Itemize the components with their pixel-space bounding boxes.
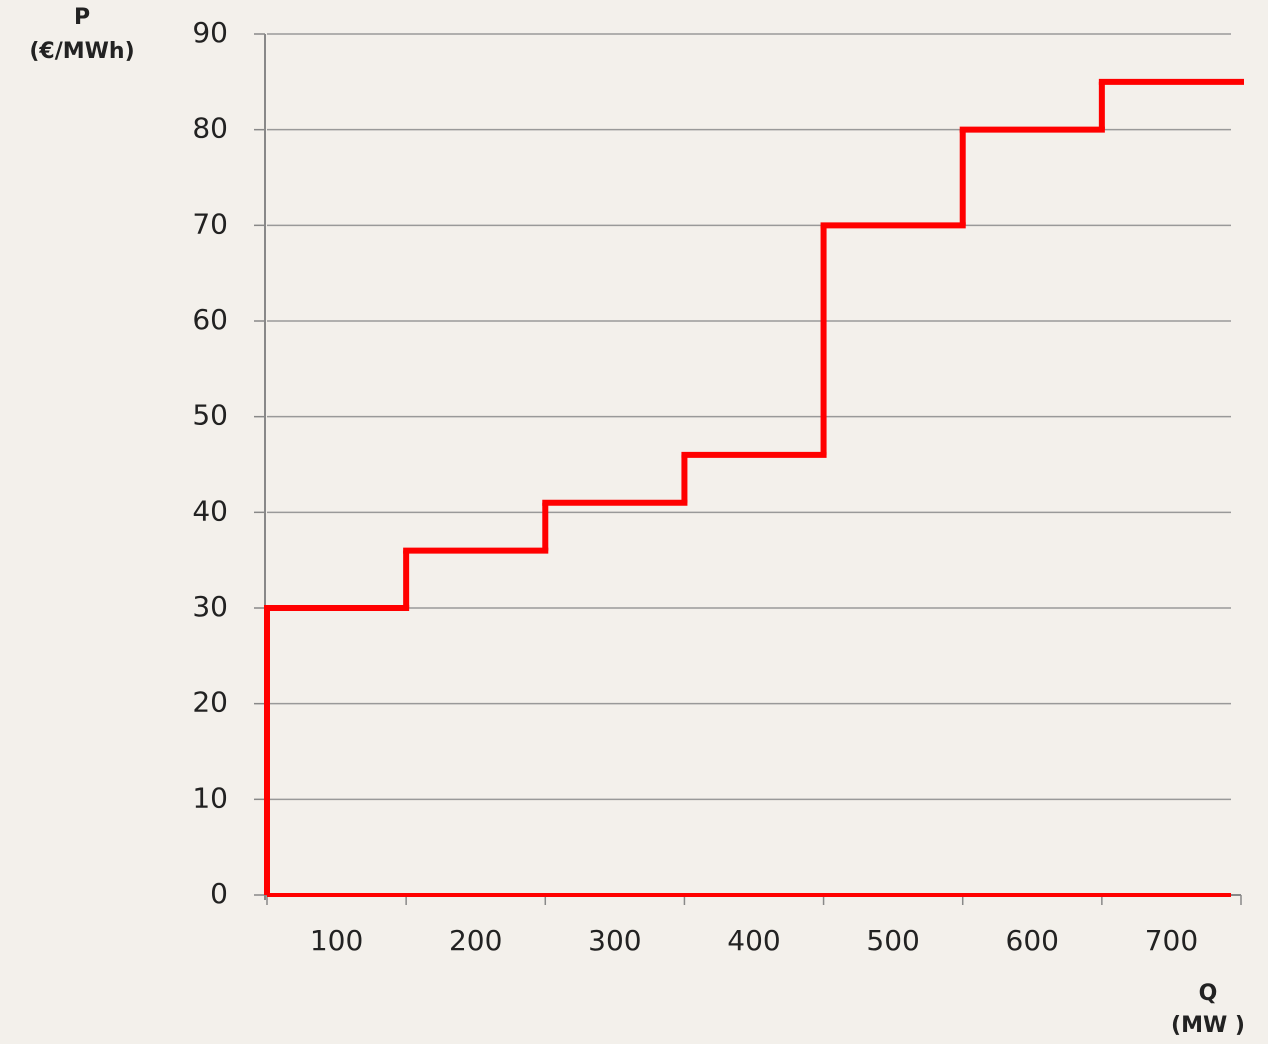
y-tick-label: 20	[192, 686, 228, 719]
y-axis-label: (€/MWh)	[29, 39, 134, 64]
y-tick-label: 0	[210, 877, 228, 910]
x-tick-label: 700	[1145, 924, 1198, 957]
x-tick-label: 600	[1006, 924, 1059, 957]
y-tick-label: 70	[192, 207, 228, 240]
y-axis-label: P	[74, 5, 90, 30]
x-axis-label: Q	[1199, 981, 1218, 1006]
y-tick-label: 10	[192, 781, 228, 814]
y-tick-label: 60	[192, 303, 228, 336]
y-tick-label: 50	[192, 399, 228, 432]
y-tick-label: 80	[192, 112, 228, 145]
y-tick-label: 30	[192, 590, 228, 623]
x-tick-label: 200	[449, 924, 502, 957]
y-tick-label: 40	[192, 494, 228, 527]
x-tick-label: 100	[310, 924, 363, 957]
x-tick-label: 300	[588, 924, 641, 957]
x-tick-label: 500	[866, 924, 919, 957]
y-tick-label: 90	[192, 16, 228, 49]
x-tick-label: 400	[727, 924, 780, 957]
x-axis-label: (MW )	[1171, 1013, 1245, 1038]
